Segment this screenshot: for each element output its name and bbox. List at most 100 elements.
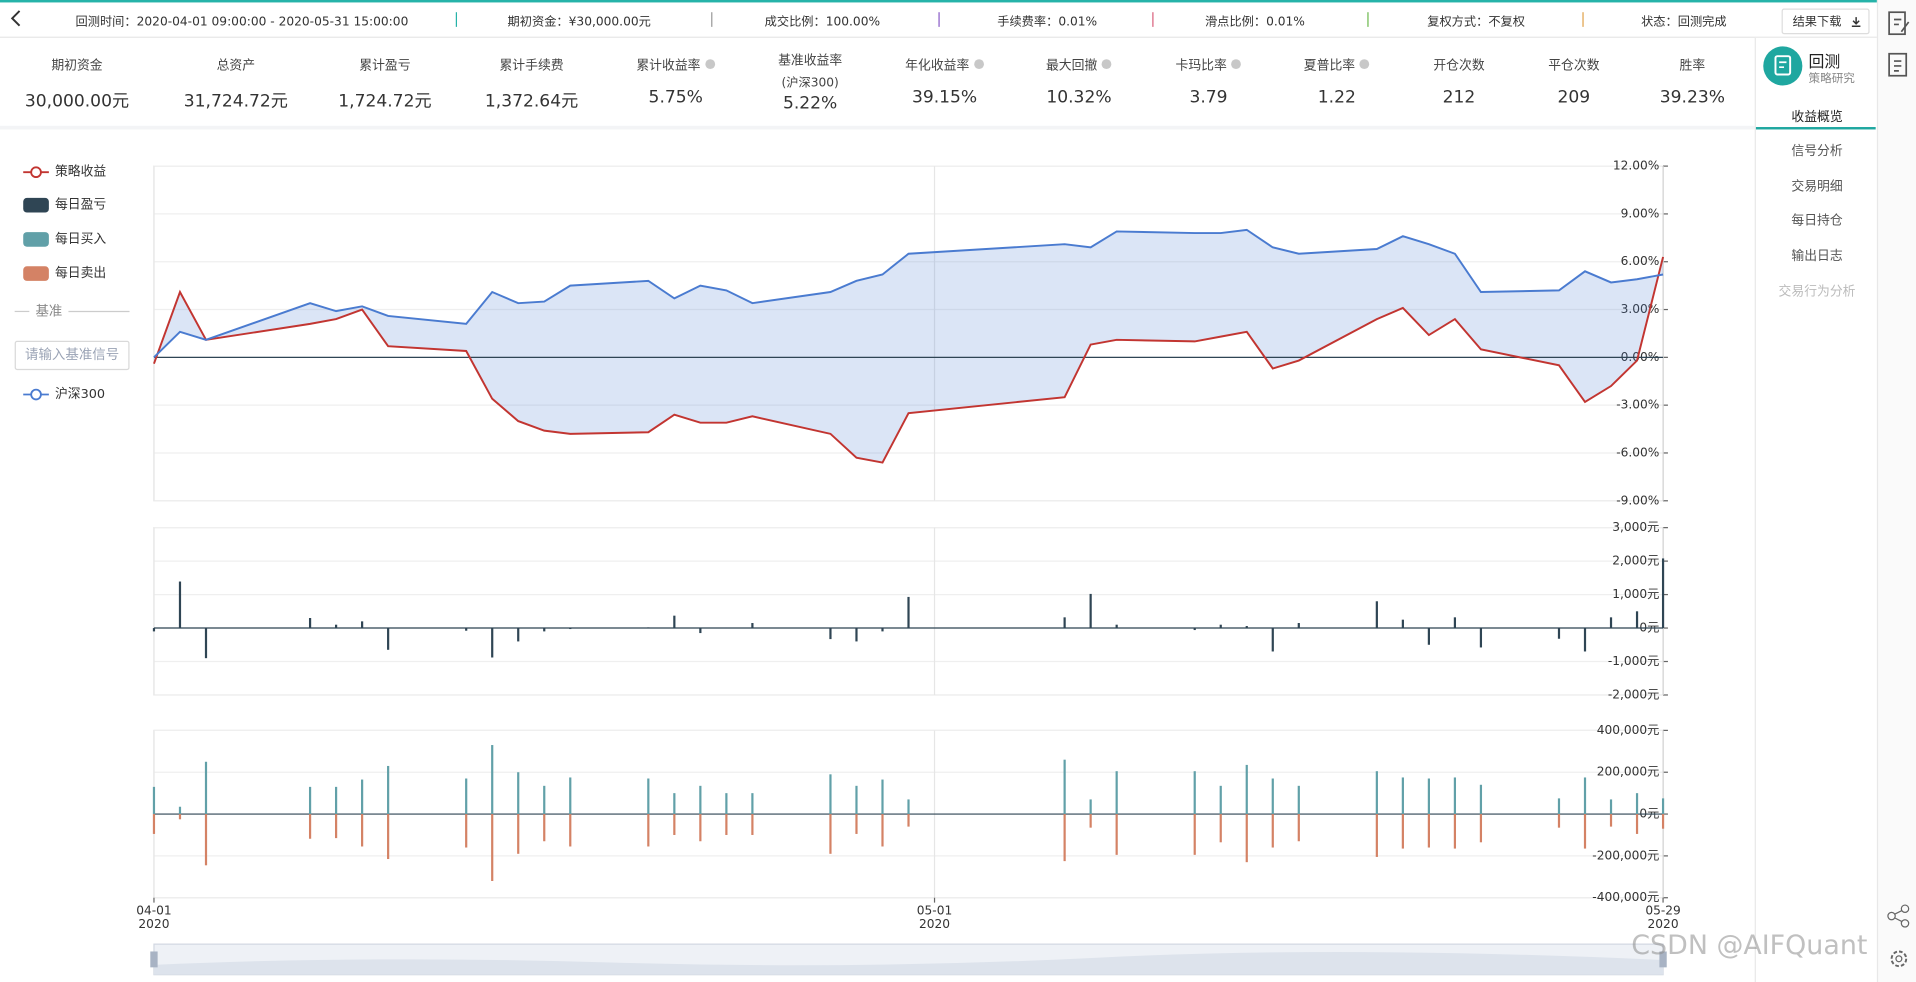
stat-sublabel: (沪深300)	[781, 76, 839, 91]
series-line	[153, 228, 1664, 359]
settings-icon[interactable]	[1887, 945, 1911, 972]
y-tick-label: 2,000元	[1612, 554, 1659, 568]
bar	[387, 765, 390, 815]
bar	[1427, 814, 1430, 848]
benchmark-input[interactable]: 请输入基准信号	[14, 340, 130, 371]
header-item: 回测时间：2020-04-01 09:00:00 - 2020-05-31 15…	[75, 15, 409, 30]
nav-tab[interactable]: 收益概览	[1791, 109, 1843, 125]
stat-value: 31,724.72元	[183, 91, 288, 112]
stat-value: 30,000.00元	[24, 91, 130, 112]
y-tick-label: 400,000元	[1597, 723, 1660, 737]
bar	[491, 628, 494, 658]
y-tick-label: -200,000元	[1592, 848, 1659, 862]
legend-swatch	[23, 266, 49, 281]
info-dot	[1101, 59, 1112, 70]
report-icon[interactable]	[1887, 51, 1911, 80]
x-tick-sublabel: 2020	[138, 917, 169, 931]
stat-value: 5.75%	[648, 87, 703, 108]
bar	[1609, 617, 1613, 629]
nav-tab[interactable]: 交易明细	[1791, 179, 1843, 195]
back-button[interactable]	[7, 9, 24, 29]
stat-value: 1.22	[1317, 87, 1356, 108]
share-icon[interactable]	[1887, 903, 1911, 930]
stat-label: 夏普比率	[1304, 56, 1370, 74]
bar	[1375, 771, 1378, 815]
stat-value: 39.15%	[911, 87, 978, 108]
bar	[1635, 611, 1639, 629]
info-icon[interactable]	[1101, 59, 1112, 70]
download-button[interactable]: 结果下载	[1781, 8, 1870, 35]
bar	[178, 814, 182, 820]
bar	[308, 786, 312, 815]
separator	[455, 12, 458, 27]
band-fill	[153, 229, 1664, 463]
legend-marker	[30, 388, 42, 401]
y-tick-label: -2,000元	[1608, 687, 1660, 701]
nav-tab[interactable]: 交易行为分析	[1778, 284, 1856, 300]
bar	[361, 621, 364, 629]
nav-tab[interactable]: 每日持仓	[1791, 213, 1843, 229]
stats-divider	[0, 125, 1755, 130]
bar	[491, 814, 494, 881]
bar	[1063, 759, 1066, 815]
bar	[465, 814, 468, 848]
legend-label: 每日盈亏	[55, 197, 106, 213]
stat-label: 平仓次数	[1548, 58, 1600, 74]
bar	[1219, 624, 1222, 629]
bar	[517, 628, 520, 642]
bar	[517, 772, 520, 815]
stat-label: 卡玛比率	[1176, 56, 1242, 74]
bar	[1375, 601, 1378, 629]
info-icon[interactable]	[1230, 59, 1241, 70]
bar	[673, 615, 676, 629]
info-icon[interactable]	[704, 59, 715, 70]
bar	[1479, 814, 1483, 843]
y-tick-label: -6.00%	[1616, 445, 1659, 459]
bar	[1089, 814, 1092, 828]
bar	[1271, 814, 1274, 848]
bar	[334, 786, 338, 815]
bar	[308, 814, 312, 839]
bar	[1089, 799, 1092, 815]
header-item: 成交比例：100.00%	[764, 15, 881, 30]
bar	[1063, 617, 1066, 629]
bar	[1115, 624, 1118, 629]
bar	[204, 761, 208, 815]
bar	[1661, 558, 1665, 629]
stat-label: 累计收益率	[636, 56, 715, 74]
bar	[855, 628, 858, 642]
top-bar: 结果下载 回测时间：2020-04-01 09:00:00 - 2020-05-…	[0, 0, 1916, 38]
bar	[1453, 814, 1457, 849]
bar	[725, 793, 728, 815]
nav-tab[interactable]: 输出日志	[1791, 249, 1843, 264]
bar	[907, 596, 910, 629]
header-item: 滑点比例：0.01%	[1204, 15, 1305, 30]
header-item: 手续费率：0.01%	[997, 15, 1098, 30]
info-dot	[1359, 59, 1370, 70]
download-label: 结果下载	[1792, 15, 1842, 30]
bar	[1115, 814, 1118, 855]
bar	[1297, 623, 1300, 629]
y-tick-label: 12.00%	[1613, 159, 1660, 173]
edit-icon[interactable]	[1887, 10, 1911, 39]
separator	[938, 12, 940, 27]
bar	[1193, 628, 1196, 631]
slider-shade	[153, 952, 1664, 975]
nav-tab[interactable]: 信号分析	[1791, 144, 1843, 159]
y-tick-label: 6.00%	[1621, 254, 1660, 268]
header-item: 复权方式：不复权	[1427, 15, 1525, 30]
bar	[308, 618, 312, 629]
slider-handle	[150, 951, 158, 968]
bar	[1609, 799, 1613, 815]
stat-label: 累计手续费	[499, 58, 564, 74]
bar	[855, 814, 858, 834]
bar	[152, 786, 156, 815]
stat-value: 3.79	[1189, 87, 1228, 108]
bar	[1219, 814, 1222, 843]
info-icon[interactable]	[1359, 59, 1370, 70]
bar	[152, 814, 156, 834]
info-icon[interactable]	[973, 59, 984, 70]
stat-label: 总资产	[216, 58, 256, 74]
stat-label: 基准收益率	[778, 53, 843, 69]
panel-subtitle: 策略研究	[1808, 72, 1855, 86]
